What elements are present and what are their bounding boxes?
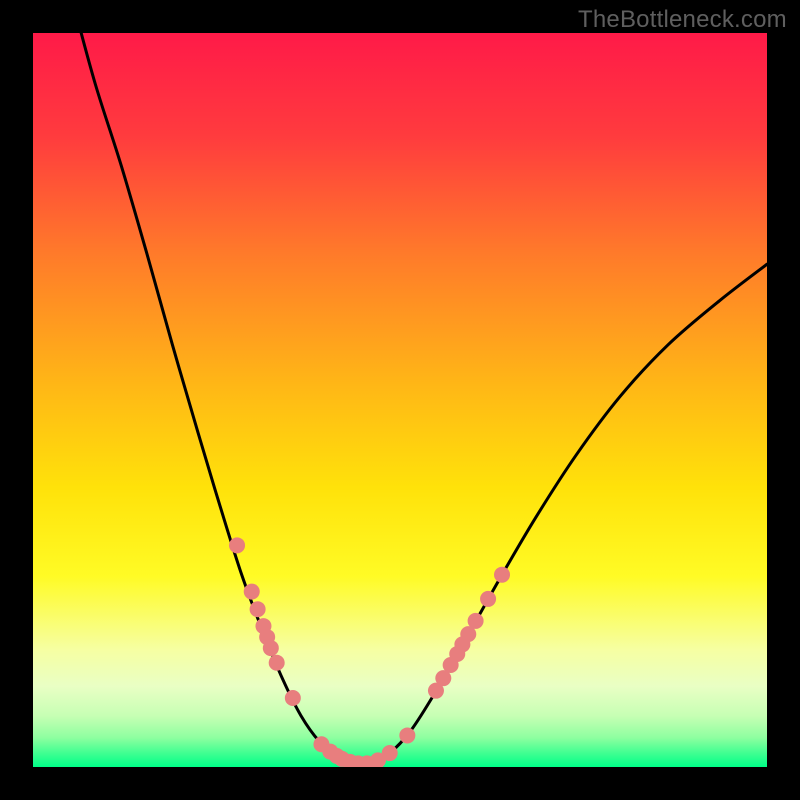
curve-marker xyxy=(285,690,301,706)
curve-marker xyxy=(480,591,496,607)
curve-marker xyxy=(269,655,285,671)
curve-marker xyxy=(250,601,266,617)
marker-group xyxy=(229,537,510,767)
curve-marker xyxy=(399,727,415,743)
bottleneck-curve xyxy=(33,33,767,767)
curve-marker xyxy=(494,567,510,583)
curve-path xyxy=(73,33,767,764)
curve-marker xyxy=(229,537,245,553)
curve-marker xyxy=(468,613,484,629)
chart-stage: TheBottleneck.com xyxy=(0,0,800,800)
curve-marker xyxy=(244,584,260,600)
curve-marker xyxy=(382,745,398,761)
watermark-text: TheBottleneck.com xyxy=(578,6,787,34)
plot-area xyxy=(33,33,767,767)
curve-marker xyxy=(263,640,279,656)
